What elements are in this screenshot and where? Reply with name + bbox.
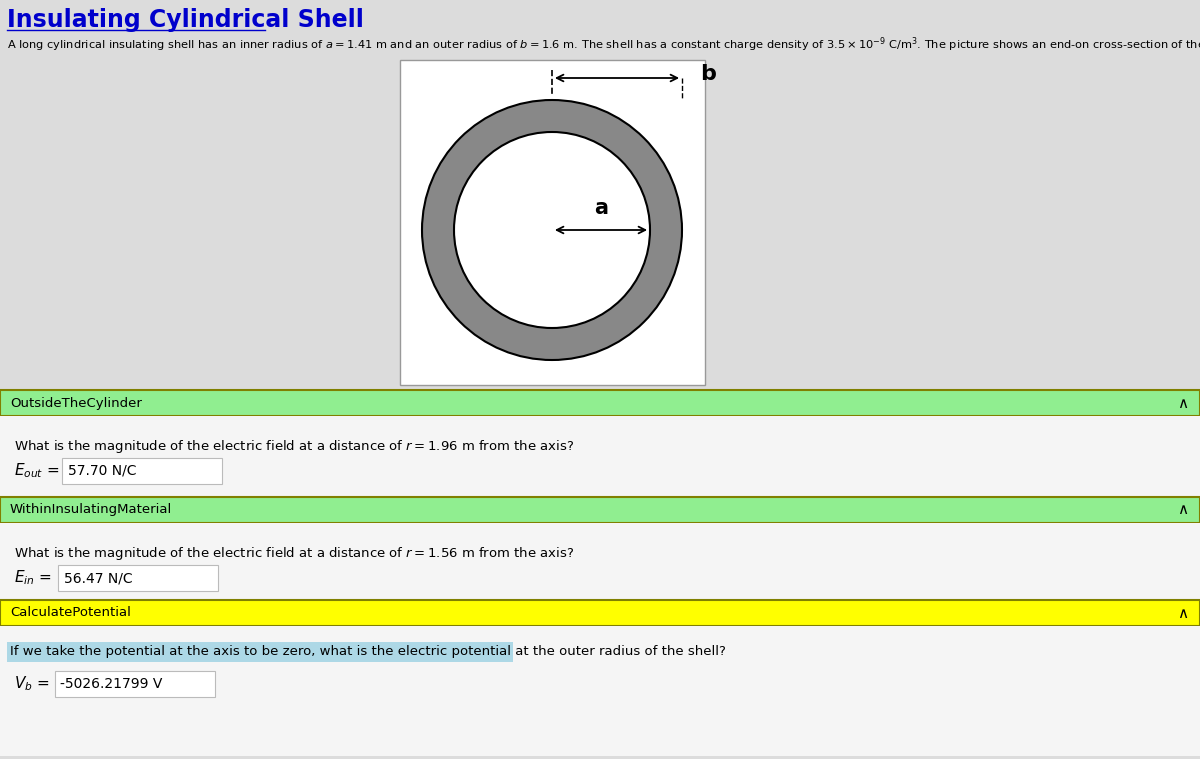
Bar: [0, 600, 1200, 626]
Text: a: a: [594, 198, 608, 218]
Text: What is the magnitude of the electric field at a distance of $r = 1.96$ m from t: What is the magnitude of the electric fi…: [14, 438, 574, 455]
Text: $E_{out}$ =: $E_{out}$ =: [14, 461, 60, 480]
Bar: [0, 390, 1200, 416]
Bar: [0, 523, 1200, 623]
Bar: [0, 416, 1200, 516]
Circle shape: [454, 132, 650, 328]
Text: -5026.21799 V: -5026.21799 V: [60, 677, 162, 691]
Text: ∧: ∧: [1177, 502, 1188, 518]
Text: OutsideTheCylinder: OutsideTheCylinder: [10, 396, 142, 410]
FancyBboxPatch shape: [55, 671, 215, 697]
Circle shape: [422, 100, 682, 360]
Text: What is the magnitude of the electric field at a distance of $r = 1.56$ m from t: What is the magnitude of the electric fi…: [14, 545, 574, 562]
Text: WithinInsulatingMaterial: WithinInsulatingMaterial: [10, 503, 173, 517]
Text: $V_b$ =: $V_b$ =: [14, 675, 49, 694]
FancyBboxPatch shape: [58, 565, 218, 591]
Bar: [0, 626, 1200, 756]
FancyBboxPatch shape: [62, 458, 222, 484]
Text: b: b: [700, 64, 716, 84]
Text: 57.70 N/C: 57.70 N/C: [68, 464, 137, 478]
Text: A long cylindrical insulating shell has an inner radius of $a = 1.41$ m and an o: A long cylindrical insulating shell has …: [7, 35, 1200, 54]
Bar: [7, 642, 514, 662]
Text: If we take the potential at the axis to be zero, what is the electric potential : If we take the potential at the axis to …: [10, 645, 726, 659]
Text: CalculatePotential: CalculatePotential: [10, 606, 131, 619]
Text: ∧: ∧: [1177, 606, 1188, 621]
Bar: [400, 60, 706, 385]
Text: $E_{in}$ =: $E_{in}$ =: [14, 568, 52, 587]
Text: Insulating Cylindrical Shell: Insulating Cylindrical Shell: [7, 8, 364, 32]
Text: 56.47 N/C: 56.47 N/C: [64, 571, 133, 585]
Bar: [0, 497, 1200, 523]
Text: ∧: ∧: [1177, 395, 1188, 411]
